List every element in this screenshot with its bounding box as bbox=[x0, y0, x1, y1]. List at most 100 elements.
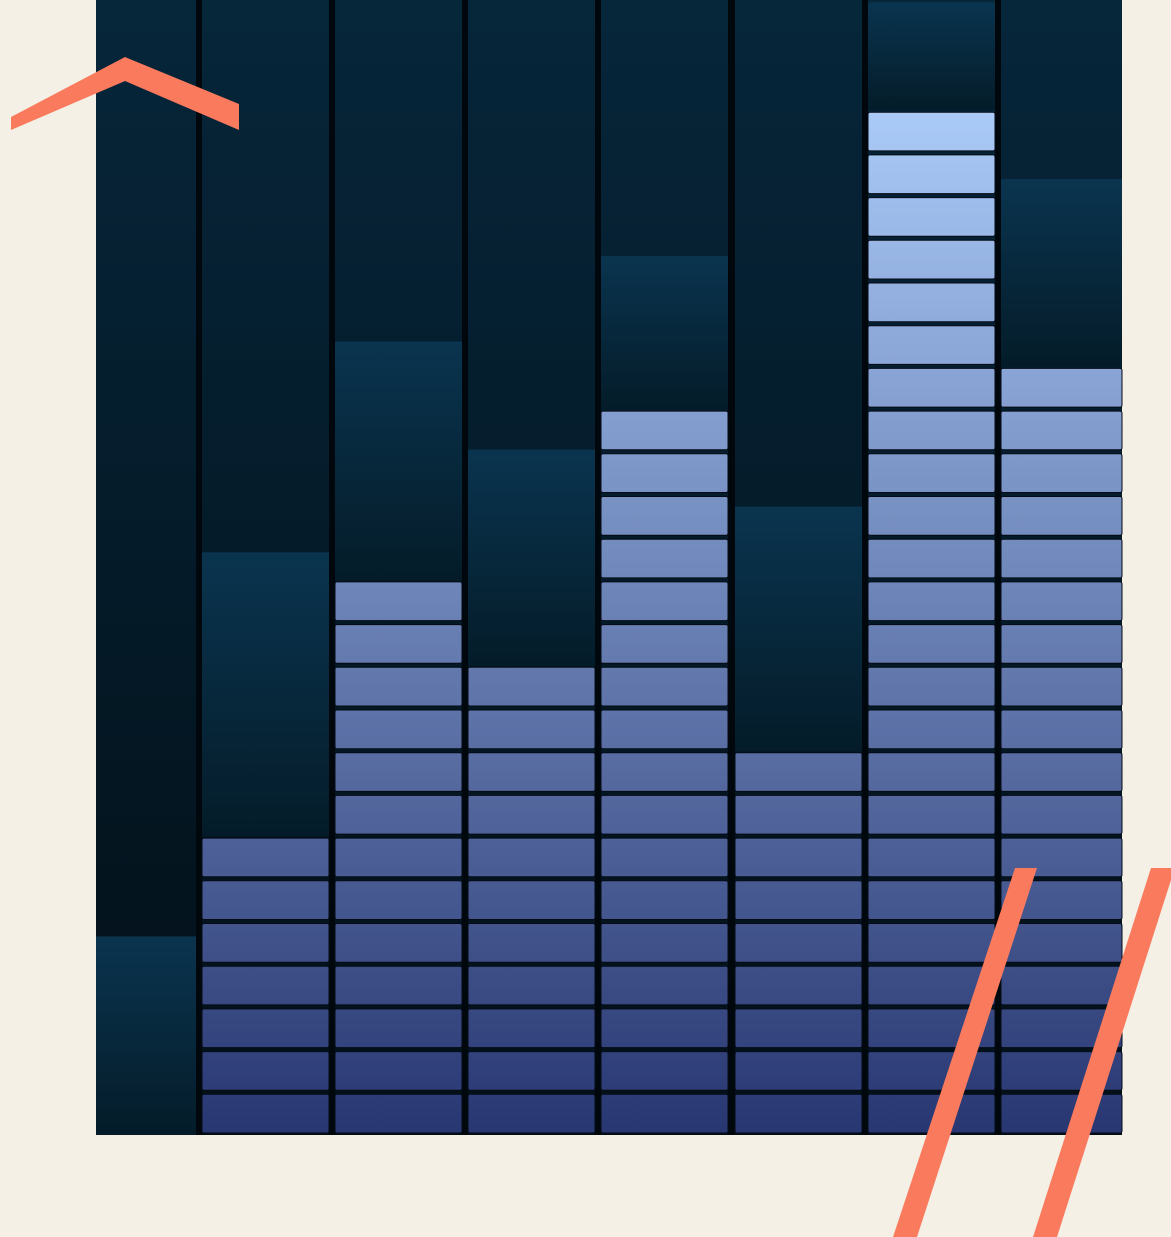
level-segment bbox=[1000, 666, 1123, 707]
level-segment bbox=[734, 965, 863, 1006]
level-segment bbox=[1000, 581, 1123, 622]
level-segment bbox=[1000, 410, 1123, 451]
level-segment bbox=[467, 923, 596, 963]
level-segment bbox=[867, 538, 996, 579]
level-segment bbox=[1000, 965, 1123, 1006]
level-segment bbox=[600, 752, 729, 792]
column-peak-band bbox=[468, 449, 595, 666]
level-segment bbox=[467, 880, 596, 920]
level-segment bbox=[467, 1051, 596, 1091]
level-segment bbox=[334, 581, 463, 622]
level-segment bbox=[334, 923, 463, 963]
level-segment bbox=[734, 1051, 863, 1091]
level-segment bbox=[600, 709, 729, 750]
level-segment bbox=[334, 666, 463, 707]
level-segment bbox=[600, 1008, 729, 1049]
level-segment bbox=[334, 624, 463, 664]
level-segment bbox=[467, 666, 596, 707]
level-segment bbox=[1000, 794, 1123, 835]
level-segment bbox=[467, 837, 596, 878]
level-segment bbox=[1000, 1093, 1123, 1134]
level-segment bbox=[334, 1008, 463, 1049]
column-peak-band bbox=[601, 255, 728, 410]
column-peak-band bbox=[1001, 179, 1122, 367]
equalizer-column bbox=[734, 0, 863, 1135]
level-segment bbox=[334, 752, 463, 792]
level-segment bbox=[1000, 624, 1123, 664]
level-segment bbox=[600, 965, 729, 1006]
level-segment bbox=[201, 1008, 330, 1049]
level-segment bbox=[867, 709, 996, 750]
level-segment bbox=[867, 197, 996, 237]
level-segment bbox=[1000, 496, 1123, 536]
level-segment bbox=[1000, 367, 1123, 408]
level-segment bbox=[600, 538, 729, 579]
level-segment bbox=[201, 923, 330, 963]
level-segment bbox=[867, 923, 996, 963]
level-segment bbox=[467, 965, 596, 1006]
level-segment bbox=[201, 837, 330, 878]
level-segment bbox=[867, 154, 996, 195]
level-segment bbox=[467, 752, 596, 792]
level-segment bbox=[600, 1051, 729, 1091]
level-segment bbox=[600, 410, 729, 451]
level-segment bbox=[1000, 538, 1123, 579]
level-segment bbox=[1000, 923, 1123, 963]
equalizer-column bbox=[1000, 0, 1123, 1135]
level-segment bbox=[600, 581, 729, 622]
level-segment bbox=[734, 752, 863, 792]
level-segment bbox=[334, 709, 463, 750]
level-segment bbox=[1000, 752, 1123, 792]
level-segment bbox=[734, 1093, 863, 1134]
level-segment bbox=[1000, 880, 1123, 920]
level-segment bbox=[334, 794, 463, 835]
level-segment bbox=[201, 880, 330, 920]
equalizer-column bbox=[201, 0, 330, 1135]
level-segment bbox=[201, 1051, 330, 1091]
level-segment bbox=[334, 1051, 463, 1091]
level-segment bbox=[334, 837, 463, 878]
column-peak-band bbox=[202, 552, 329, 837]
level-segment bbox=[600, 837, 729, 878]
level-segment bbox=[201, 965, 330, 1006]
level-segment bbox=[334, 880, 463, 920]
double-slash-icon bbox=[893, 868, 1171, 1237]
level-segment bbox=[867, 794, 996, 835]
level-segment bbox=[867, 837, 996, 878]
level-segment bbox=[867, 282, 996, 323]
equalizer-columns bbox=[96, 0, 1123, 1135]
equalizer-column bbox=[467, 0, 596, 1135]
level-segment bbox=[1000, 709, 1123, 750]
level-segment bbox=[467, 1008, 596, 1049]
level-segment bbox=[600, 496, 729, 536]
level-segment bbox=[867, 367, 996, 408]
level-segment bbox=[867, 624, 996, 664]
level-segment bbox=[600, 453, 729, 493]
level-segment bbox=[600, 1093, 729, 1134]
equalizer-column bbox=[334, 0, 463, 1135]
equalizer-panel bbox=[96, 0, 1123, 1135]
level-segment bbox=[867, 496, 996, 536]
equalizer-column bbox=[96, 0, 196, 1135]
level-segment bbox=[334, 1093, 463, 1134]
level-segment bbox=[867, 880, 996, 920]
equalizer-column bbox=[867, 0, 996, 1135]
level-segment bbox=[867, 239, 996, 280]
level-segment bbox=[600, 923, 729, 963]
level-segment bbox=[334, 965, 463, 1006]
equalizer-column bbox=[600, 0, 729, 1135]
level-segment bbox=[734, 794, 863, 835]
level-segment bbox=[467, 794, 596, 835]
level-segment bbox=[867, 325, 996, 365]
level-segment bbox=[867, 666, 996, 707]
level-segment bbox=[734, 880, 863, 920]
level-segment bbox=[867, 111, 996, 152]
column-peak-band bbox=[868, 2, 995, 111]
column-peak-band bbox=[96, 936, 196, 1135]
level-segment bbox=[600, 880, 729, 920]
level-segment bbox=[1000, 453, 1123, 493]
chevron-up-icon bbox=[11, 57, 239, 130]
level-segment bbox=[867, 752, 996, 792]
level-segment bbox=[600, 666, 729, 707]
level-segment bbox=[867, 410, 996, 451]
